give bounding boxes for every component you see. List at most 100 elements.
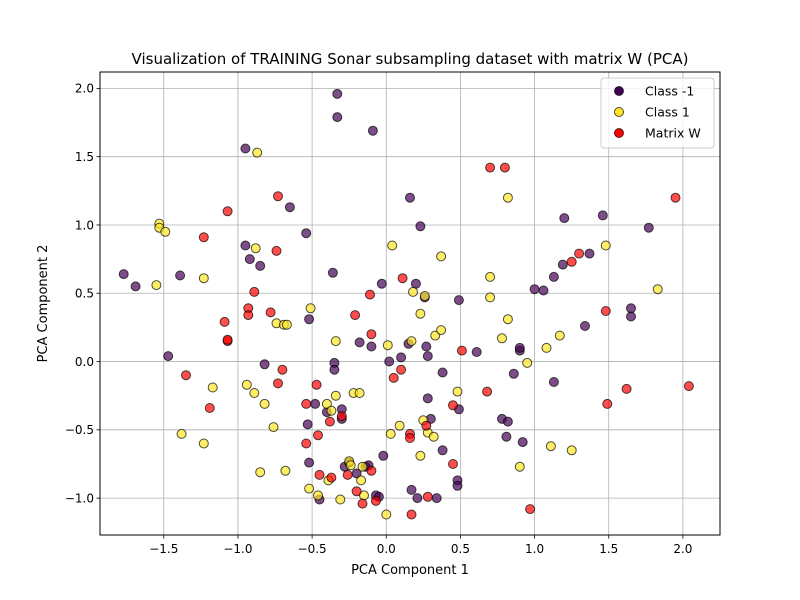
matrix-w-point bbox=[448, 459, 458, 469]
class-1-point bbox=[600, 240, 611, 251]
matrix-w-point bbox=[222, 206, 233, 217]
class-1-point bbox=[252, 147, 263, 158]
matrix-w-point bbox=[621, 383, 632, 394]
class-neg1-point bbox=[332, 88, 343, 99]
class-1-point bbox=[176, 428, 187, 439]
class-neg1-point bbox=[453, 295, 464, 306]
matrix-w-point bbox=[566, 256, 577, 267]
class-1-point bbox=[522, 357, 533, 368]
class-neg1-point bbox=[284, 202, 295, 213]
class-1-point bbox=[335, 494, 346, 505]
class-1-point bbox=[415, 450, 426, 461]
class-1-point bbox=[415, 308, 426, 319]
class-1-point bbox=[485, 292, 496, 303]
matrix-w-point bbox=[525, 504, 536, 515]
matrix-w-point bbox=[301, 438, 312, 449]
legend-label-class-1: Class 1 bbox=[645, 105, 690, 120]
matrix-w-point bbox=[602, 398, 613, 409]
matrix-w-point bbox=[421, 420, 432, 431]
class-1-point bbox=[357, 461, 368, 472]
class-1-point bbox=[436, 325, 447, 336]
y-tick-label: −0.5 bbox=[65, 423, 94, 437]
class-1-point bbox=[151, 280, 162, 291]
class-neg1-point bbox=[431, 493, 442, 504]
class-1-point bbox=[394, 420, 405, 431]
x-tick-label: −0.5 bbox=[298, 542, 327, 556]
class-neg1-point bbox=[437, 367, 448, 378]
matrix-w-point bbox=[422, 491, 433, 502]
matrix-w-point bbox=[342, 469, 353, 480]
class-neg1-point bbox=[302, 419, 313, 430]
matrix-w-point bbox=[336, 411, 347, 422]
x-tick-label: −1.5 bbox=[149, 542, 178, 556]
class-neg1-point bbox=[422, 351, 433, 362]
class-1-point bbox=[198, 438, 209, 449]
class-neg1-point bbox=[580, 321, 590, 331]
y-tick-label: −1.0 bbox=[65, 491, 94, 505]
legend-label-class-neg1: Class -1 bbox=[645, 84, 694, 99]
matrix-w-point bbox=[277, 364, 288, 375]
class-1-point bbox=[554, 330, 565, 341]
class-neg1-point bbox=[517, 437, 528, 448]
class-1-point bbox=[385, 428, 396, 439]
class-neg1-point bbox=[412, 493, 423, 504]
class-neg1-point bbox=[529, 284, 540, 295]
class-neg1-point bbox=[405, 192, 415, 203]
matrix-w-point bbox=[448, 400, 458, 411]
matrix-w-point bbox=[198, 232, 209, 243]
matrix-w-point bbox=[204, 403, 215, 413]
matrix-w-point bbox=[350, 310, 361, 321]
class-neg1-point bbox=[366, 341, 377, 352]
class-1-point bbox=[436, 251, 447, 262]
matrix-w-point bbox=[273, 378, 283, 389]
class-1-point bbox=[452, 386, 463, 397]
matrix-w-point bbox=[366, 465, 377, 476]
class-1-point bbox=[160, 226, 171, 237]
class-neg1-point bbox=[584, 248, 595, 259]
y-tick-label: 0.5 bbox=[75, 287, 94, 301]
class-neg1-point bbox=[118, 269, 129, 280]
matrix-w-point bbox=[311, 379, 322, 390]
x-tick-label: 0.5 bbox=[451, 542, 470, 556]
class-neg1-point bbox=[301, 228, 312, 239]
class-1-point bbox=[485, 271, 496, 282]
class-1-point bbox=[428, 431, 439, 442]
class-1-point bbox=[514, 461, 525, 472]
legend-marker-class-neg1 bbox=[614, 86, 624, 96]
class-neg1-point bbox=[410, 278, 421, 289]
class-neg1-point bbox=[626, 311, 636, 322]
matrix-w-point bbox=[243, 310, 254, 321]
class-1-point bbox=[268, 422, 279, 433]
class-neg1-point bbox=[471, 347, 482, 357]
class-neg1-point bbox=[538, 285, 549, 296]
matrix-w-point bbox=[482, 386, 493, 397]
class-neg1-point bbox=[396, 352, 407, 363]
matrix-w-point bbox=[366, 329, 377, 340]
class-1-point bbox=[330, 390, 341, 401]
matrix-w-point bbox=[313, 430, 323, 441]
axis-ticks: −1.5 −1.0 −0.5 0.0 0.5 1.0 1.5 2.0 −1.0 −0.5 0.0 0.… bbox=[65, 82, 693, 556]
class-1-point bbox=[250, 243, 261, 254]
matrix-w-point bbox=[485, 162, 496, 173]
class-1-point bbox=[406, 336, 417, 347]
x-tick-label: 1.5 bbox=[599, 542, 618, 556]
matrix-w-point bbox=[249, 286, 260, 297]
y-tick-label: 2.0 bbox=[75, 82, 94, 96]
class-1-point bbox=[259, 398, 270, 409]
class-neg1-point bbox=[332, 112, 343, 123]
matrix-w-point bbox=[600, 306, 611, 316]
class-1-point bbox=[207, 382, 218, 393]
matrix-w-point bbox=[365, 289, 375, 300]
class-1-point bbox=[381, 509, 392, 520]
class-1-point bbox=[280, 465, 291, 476]
class-1-point bbox=[345, 460, 356, 471]
matrix-w-point bbox=[499, 162, 510, 173]
class-1-point bbox=[255, 467, 266, 478]
class-neg1-point bbox=[415, 221, 426, 232]
matrix-w-point bbox=[396, 364, 407, 375]
legend-marker-matrix-w bbox=[614, 128, 624, 138]
class-neg1-point bbox=[548, 377, 559, 387]
class-1-point bbox=[330, 336, 341, 347]
class-neg1-point bbox=[643, 222, 654, 233]
x-tick-label: 1.0 bbox=[525, 542, 544, 556]
